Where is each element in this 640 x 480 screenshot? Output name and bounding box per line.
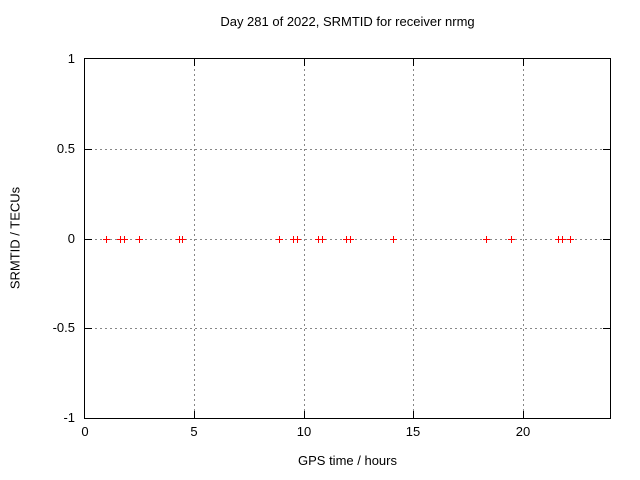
x-tick-mark: [413, 59, 414, 66]
data-point-marker: [319, 236, 326, 243]
data-point-marker: [347, 236, 354, 243]
y-tick-mark: [85, 149, 92, 150]
y-tick-mark: [603, 328, 610, 329]
x-tick-label: 0: [81, 424, 89, 439]
data-point-marker: [136, 236, 143, 243]
data-point-marker: [390, 236, 397, 243]
y-tick-label: -0.5: [52, 320, 75, 335]
chart-title: Day 281 of 2022, SRMTID for receiver nrm…: [220, 14, 475, 29]
x-tick-label: 20: [515, 424, 531, 439]
x-tick-label: 5: [190, 424, 198, 439]
data-point-marker: [559, 236, 566, 243]
y-tick-mark: [85, 328, 92, 329]
y-tick-label: 1: [67, 51, 75, 66]
data-point-marker: [508, 236, 515, 243]
plot-area: [84, 58, 611, 419]
v-gridline: [304, 59, 305, 418]
y-tick-label: 0: [67, 231, 75, 246]
data-point-marker: [294, 236, 301, 243]
y-tick-label: 0.5: [56, 141, 75, 156]
y-tick-label: -1: [63, 410, 75, 425]
v-gridline: [194, 59, 195, 418]
data-point-marker: [343, 236, 350, 243]
v-gridline: [413, 59, 414, 418]
v-gridline: [523, 59, 524, 418]
h-gridline: [85, 149, 610, 150]
data-point-marker: [179, 236, 186, 243]
data-point-marker: [567, 236, 574, 243]
y-tick-mark: [603, 239, 610, 240]
x-tick-mark: [194, 411, 195, 418]
data-point-marker: [315, 236, 322, 243]
x-tick-mark: [304, 411, 305, 418]
x-tick-mark: [194, 59, 195, 66]
x-tick-label: 10: [296, 424, 312, 439]
data-point-marker: [276, 236, 283, 243]
x-tick-mark: [523, 411, 524, 418]
data-point-marker: [290, 236, 297, 243]
x-axis-title: GPS time / hours: [298, 453, 397, 468]
data-point-marker: [483, 236, 490, 243]
y-tick-mark: [603, 149, 610, 150]
data-point-marker: [121, 236, 128, 243]
x-tick-mark: [413, 411, 414, 418]
data-point-marker: [555, 236, 562, 243]
x-tick-mark: [304, 59, 305, 66]
x-tick-mark: [523, 59, 524, 66]
x-tick-label: 15: [405, 424, 421, 439]
y-tick-mark: [85, 239, 92, 240]
h-gridline: [85, 328, 610, 329]
data-point-marker: [117, 236, 124, 243]
data-point-marker: [103, 236, 110, 243]
